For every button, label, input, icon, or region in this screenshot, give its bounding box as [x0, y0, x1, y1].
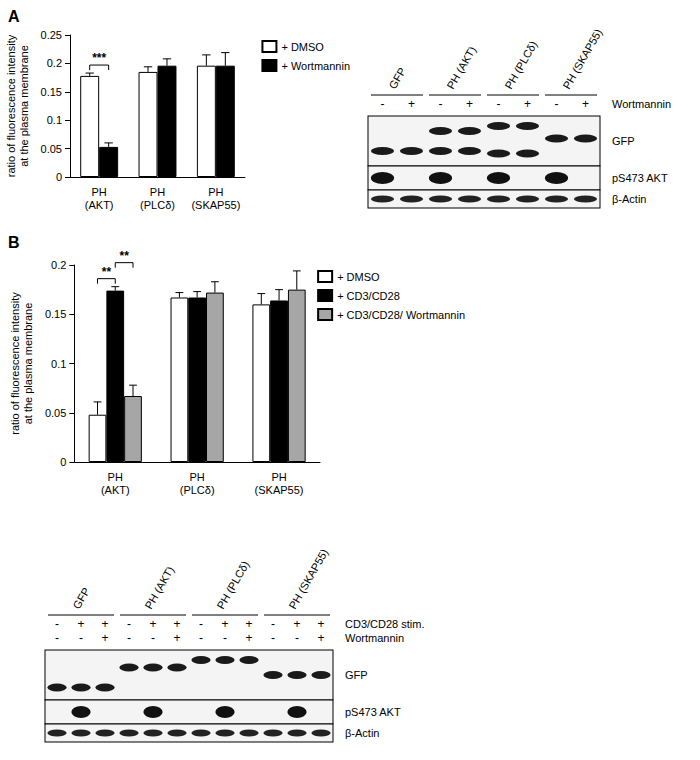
svg-text:CD3/CD28 stim.: CD3/CD28 stim.: [345, 618, 424, 630]
svg-text:β-Actin: β-Actin: [612, 193, 646, 205]
svg-text:PH: PH: [271, 471, 286, 483]
svg-text:PH (SKAP55): PH (SKAP55): [286, 547, 330, 611]
svg-text:0.25: 0.25: [41, 29, 62, 41]
svg-text:PH: PH: [190, 471, 205, 483]
svg-text:-: -: [199, 617, 203, 631]
svg-text:0.1: 0.1: [51, 358, 66, 370]
svg-text:0.1: 0.1: [47, 114, 62, 126]
svg-text:B: B: [8, 234, 20, 251]
svg-text:PH: PH: [150, 186, 165, 198]
svg-text:-: -: [127, 617, 131, 631]
svg-text:0.15: 0.15: [45, 308, 66, 320]
svg-text:0.05: 0.05: [41, 143, 62, 155]
svg-text:pS473 AKT: pS473 AKT: [612, 172, 668, 184]
svg-text:-: -: [271, 631, 275, 645]
svg-text:0.05: 0.05: [45, 407, 66, 419]
svg-text:0.2: 0.2: [47, 57, 62, 69]
svg-text:ratio of fluorescence intensit: ratio of fluorescence intensity: [9, 292, 21, 435]
svg-text:-: -: [439, 97, 443, 111]
svg-text:ratio of fluorescence intensit: ratio of fluorescence intensity: [5, 34, 17, 177]
svg-text:PH: PH: [208, 186, 223, 198]
svg-text:-: -: [555, 97, 559, 111]
svg-text:(AKT): (AKT): [85, 199, 114, 211]
svg-text:+ CD3/CD28: + CD3/CD28: [337, 290, 400, 302]
svg-text:GFP: GFP: [70, 585, 92, 611]
svg-text:+: +: [524, 97, 531, 111]
svg-text:-: -: [497, 97, 501, 111]
svg-text:-: -: [271, 617, 275, 631]
svg-text:PH (AKT): PH (AKT): [444, 44, 478, 91]
svg-text:(AKT): (AKT): [101, 484, 130, 496]
svg-text:+: +: [293, 617, 300, 631]
svg-text:-: -: [381, 97, 385, 111]
svg-text:-: -: [55, 631, 59, 645]
svg-text:+: +: [173, 617, 180, 631]
svg-text:at the plasma membrane: at the plasma membrane: [22, 303, 34, 425]
svg-text:-: -: [127, 631, 131, 645]
svg-text:+: +: [221, 617, 228, 631]
svg-text:GFP: GFP: [386, 65, 408, 91]
svg-text:GFP: GFP: [345, 669, 368, 681]
svg-text:0: 0: [60, 456, 66, 468]
svg-text:pS473 AKT: pS473 AKT: [345, 706, 401, 718]
svg-text:***: ***: [92, 51, 106, 65]
svg-text:+: +: [408, 97, 415, 111]
svg-text:β-Actin: β-Actin: [345, 727, 379, 739]
svg-text:-: -: [55, 617, 59, 631]
svg-text:PH: PH: [92, 186, 107, 198]
svg-text:-: -: [151, 631, 155, 645]
svg-text:+: +: [245, 617, 252, 631]
svg-text:+: +: [582, 97, 589, 111]
svg-text:-: -: [79, 631, 83, 645]
svg-text:+: +: [101, 617, 108, 631]
svg-text:0.2: 0.2: [51, 259, 66, 271]
svg-text:+: +: [173, 631, 180, 645]
svg-text:PH: PH: [108, 471, 123, 483]
svg-text:**: **: [119, 249, 129, 263]
svg-text:0: 0: [56, 171, 62, 183]
svg-text:PH (PLCδ): PH (PLCδ): [502, 39, 539, 91]
svg-text:+: +: [77, 617, 84, 631]
svg-text:**: **: [102, 265, 112, 279]
svg-text:+: +: [317, 617, 324, 631]
svg-text:(SKAP55): (SKAP55): [191, 199, 240, 211]
svg-text:+ DMSO: + DMSO: [281, 41, 324, 53]
svg-text:+: +: [317, 631, 324, 645]
svg-text:+ CD3/CD28/ Wortmannin: + CD3/CD28/ Wortmannin: [337, 309, 465, 321]
svg-text:Wortmannin: Wortmannin: [345, 632, 404, 644]
svg-text:PH (PLCδ): PH (PLCδ): [214, 559, 251, 611]
svg-text:PH (AKT): PH (AKT): [142, 564, 176, 611]
svg-text:-: -: [223, 631, 227, 645]
svg-text:Wortmannin: Wortmannin: [612, 98, 671, 110]
svg-text:0.15: 0.15: [41, 86, 62, 98]
svg-text:(PLCδ): (PLCδ): [180, 484, 215, 496]
svg-text:+ Wortmannin: + Wortmannin: [281, 60, 350, 72]
svg-text:(PLCδ): (PLCδ): [140, 199, 175, 211]
svg-text:+: +: [245, 631, 252, 645]
svg-text:+ DMSO: + DMSO: [337, 271, 380, 283]
svg-text:-: -: [295, 631, 299, 645]
svg-text:(SKAP55): (SKAP55): [255, 484, 304, 496]
svg-text:+: +: [101, 631, 108, 645]
svg-text:at the plasma membrane: at the plasma membrane: [18, 45, 30, 167]
svg-text:GFP: GFP: [612, 135, 635, 147]
svg-text:A: A: [8, 8, 20, 25]
svg-text:PH (SKAP55): PH (SKAP55): [560, 27, 604, 91]
svg-text:+: +: [466, 97, 473, 111]
svg-text:-: -: [199, 631, 203, 645]
svg-text:+: +: [149, 617, 156, 631]
